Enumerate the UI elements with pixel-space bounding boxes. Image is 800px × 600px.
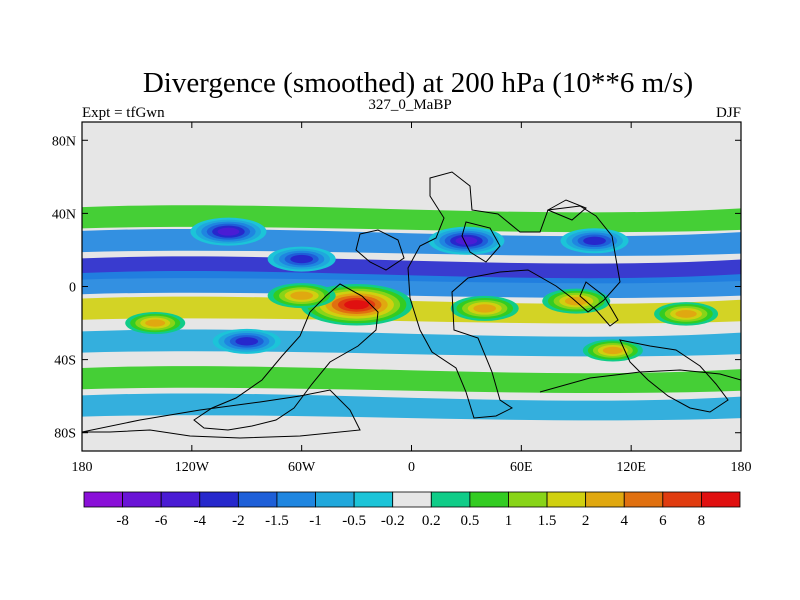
colorbar-swatch-0 [83,491,123,508]
colorbar-label-6: -0.5 [342,513,366,529]
divergence-cell-2-level-5 [290,291,313,300]
colorbar-label-9: 0.5 [461,513,480,529]
divergence-cell-12-level-5 [290,254,313,264]
coastlines [82,171,741,439]
colorbar-swatch-12 [546,491,587,508]
colorbar-swatch-15 [662,491,702,508]
colorbar-label-3: -2 [232,513,245,529]
divergence-cell-3-level-5 [473,304,497,313]
x-tick-label-4: 60E [510,460,533,475]
colorbar-swatch-6 [315,491,355,508]
colorbar-label-7: -0.2 [381,513,405,529]
divergence-cell-7-level-6 [217,227,240,236]
divergence-cell-10-level-5 [235,337,259,346]
divergence-cell-5-level-5 [675,310,697,318]
colorbar-label-5: -1 [309,513,322,529]
y-tick-label-1: 40N [52,207,76,222]
y-tick-label-4: 80S [54,427,76,442]
zonal-band-7 [82,366,741,394]
colorbar-swatch-11 [508,491,548,508]
colorbar-swatch-2 [160,491,201,508]
colorbar-swatch-5 [276,491,316,508]
colorbar-label-15: 8 [698,513,706,529]
zonal-band-3 [82,296,741,324]
colorbar-swatch-13 [585,491,625,508]
colorbar-label-1: -6 [155,513,168,529]
colorbar-label-13: 4 [620,513,628,529]
colorbar-label-4: -1.5 [265,513,289,529]
colorbar-swatch-16 [701,491,741,508]
colorbar-swatch-9 [430,491,471,508]
divergence-cell-1-level-8 [344,300,370,310]
colorbar-swatch-3 [199,491,239,508]
x-tick-label-6: 180 [731,460,752,475]
divergence-cell-6-level-5 [145,319,166,327]
colorbar-swatch-8 [392,491,432,508]
experiment-label: Expt = tfGwn [82,105,165,121]
x-tick-label-3: 0 [408,460,415,475]
colorbar-swatch-10 [469,491,509,508]
y-tick-label-0: 80N [52,134,76,149]
colorbar-label-11: 1.5 [538,513,557,529]
divergence-cell-11-level-5 [602,346,623,355]
colorbar-label-14: 6 [659,513,667,529]
colorbar-label-12: 2 [582,513,590,529]
colorbar-label-10: 1 [505,513,513,529]
y-tick-label-3: 40S [54,354,76,369]
x-tick-label-5: 120E [616,460,646,475]
colorbar-label-0: -8 [116,513,129,529]
colorbar-swatch-4 [237,491,278,508]
x-tick-label-1: 120W [175,460,210,475]
x-tick-label-2: 60W [288,460,316,475]
zonal-band-8 [82,393,741,421]
colorbar-swatch-14 [623,491,664,508]
colorbar-label-8: 0.2 [422,513,441,529]
colorbar-swatch-1 [122,491,162,508]
colorbar-label-2: -4 [194,513,207,529]
run-label: 327_0_MaBP [368,97,451,113]
divergence-map [82,122,741,451]
y-tick-label-2: 0 [69,281,76,296]
chart-title: Divergence (smoothed) at 200 hPa (10**6 … [143,67,693,99]
x-tick-label-0: 180 [72,460,93,475]
divergence-cell-8-level-6 [455,236,478,245]
colorbar-swatch-7 [353,491,394,508]
season-label: DJF [716,105,741,121]
divergence-cell-9-level-5 [583,236,606,245]
